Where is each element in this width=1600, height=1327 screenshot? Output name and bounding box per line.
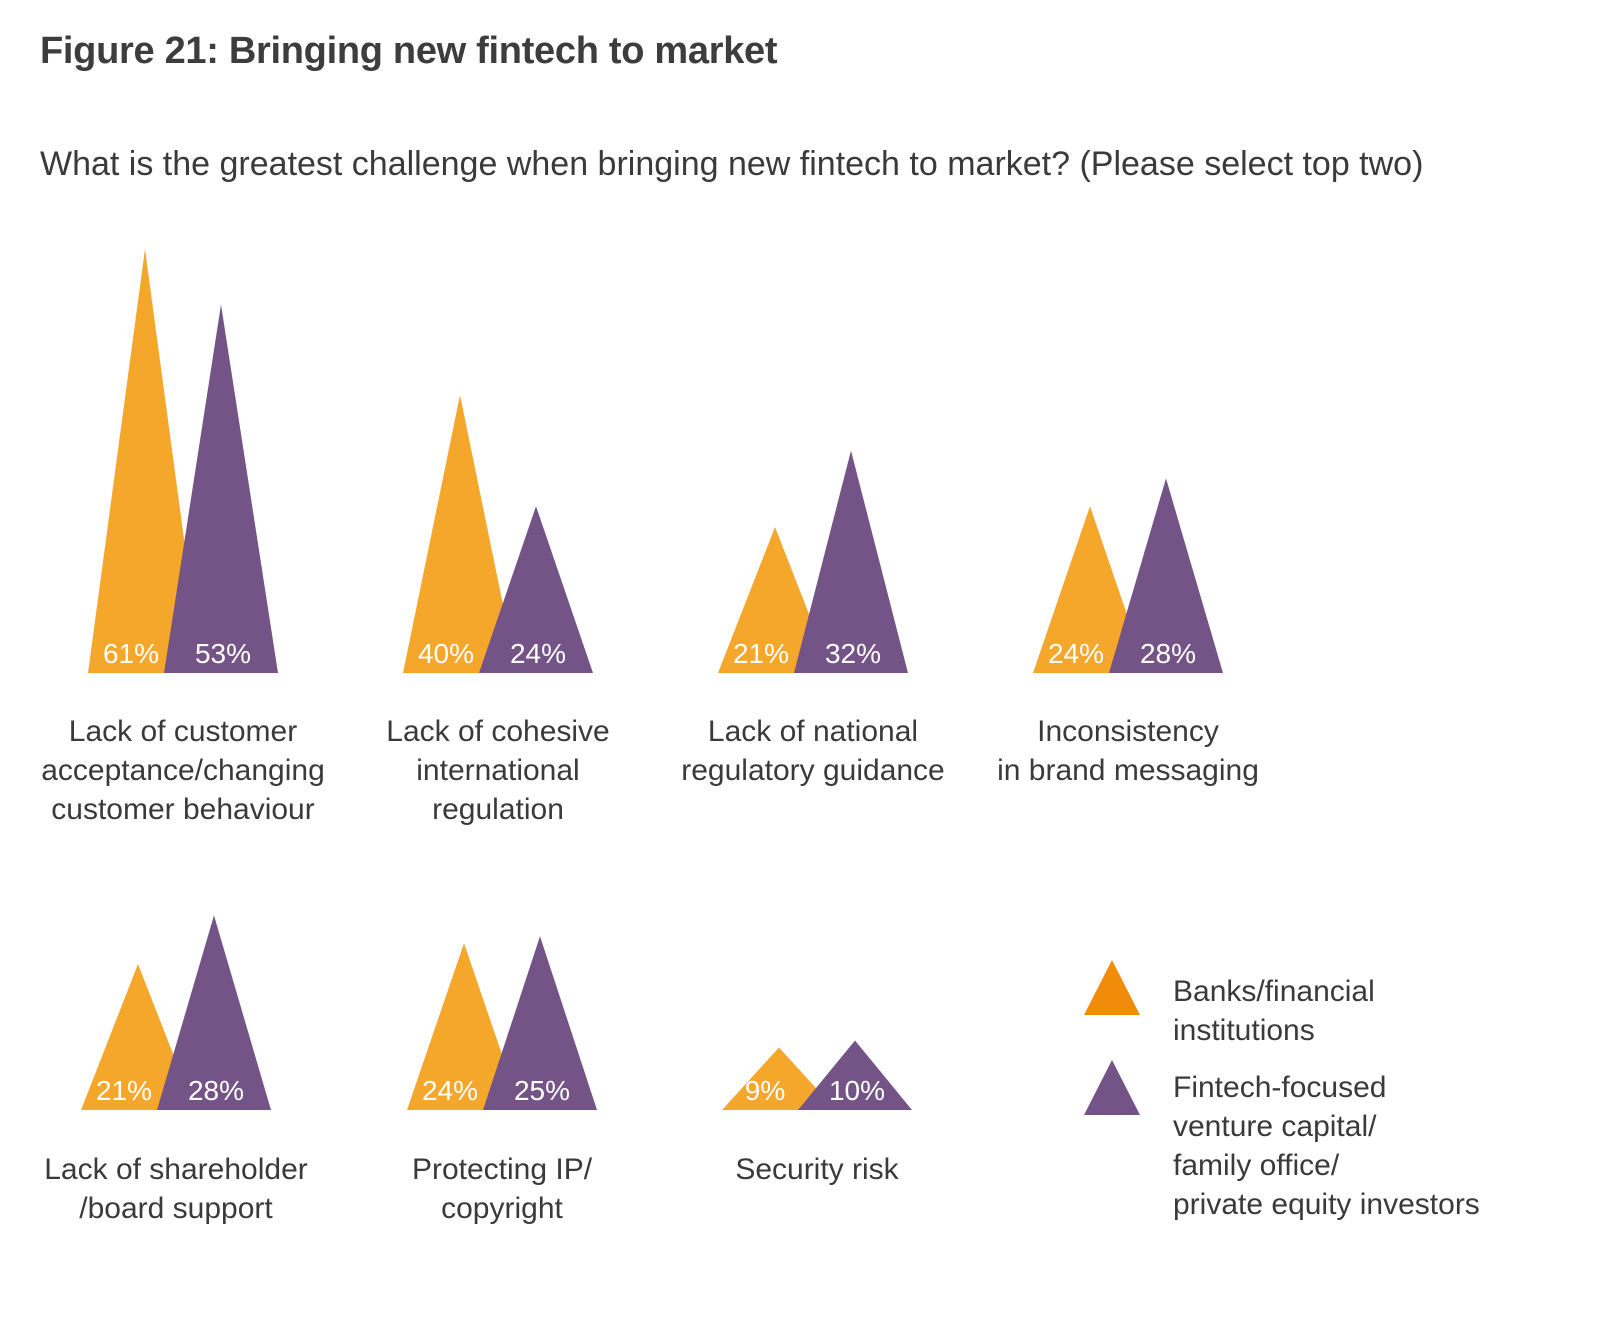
category-label: Inconsistency in brand messaging bbox=[997, 715, 1259, 787]
category-label: Security risk bbox=[735, 1153, 899, 1186]
value-label-banks: 9% bbox=[745, 1075, 785, 1106]
category-group: 9% 10% bbox=[722, 1040, 912, 1110]
value-label-banks: 61% bbox=[103, 638, 159, 669]
category-group: 21% 28% bbox=[81, 915, 271, 1110]
triangle-mark-fintech-investors bbox=[483, 936, 597, 1110]
legend-item-banks: Banks/financial institutions bbox=[1083, 958, 1583, 1118]
category-group: 24% 25% bbox=[407, 936, 597, 1110]
value-label-fintech-investors: 32% bbox=[825, 638, 881, 669]
value-label-fintech-investors: 28% bbox=[188, 1075, 244, 1106]
chart-title: Figure 21: Bringing new fintech to marke… bbox=[40, 30, 778, 72]
value-label-fintech-investors: 28% bbox=[1140, 638, 1196, 669]
category-label: Lack of customer acceptance/changing cus… bbox=[41, 715, 325, 826]
triangle-mark-fintech-investors bbox=[794, 450, 908, 673]
legend-item-fintech-investors: Fintech-focused venture capital/ family … bbox=[1083, 1058, 1583, 1221]
category-group: 24% 28% bbox=[1033, 478, 1223, 673]
legend-label-fintech-investors: Fintech-focused venture capital/ family … bbox=[1173, 1071, 1480, 1221]
value-label-banks: 24% bbox=[1048, 638, 1104, 669]
triangle-mark-banks bbox=[407, 943, 521, 1110]
triangle-mark-fintech-investors bbox=[164, 304, 278, 673]
category-group: 21% 32% bbox=[718, 450, 908, 673]
chart-subtitle-question: What is the greatest challenge when brin… bbox=[40, 145, 1424, 183]
value-label-fintech-investors: 53% bbox=[195, 638, 251, 669]
triangle-mark-banks bbox=[81, 964, 195, 1110]
triangle-mark-banks bbox=[403, 395, 517, 673]
category-label: Lack of cohesive international regulatio… bbox=[386, 715, 610, 826]
triangle-mark-banks bbox=[1033, 506, 1147, 673]
triangle-mark-banks bbox=[88, 249, 202, 674]
category-label: Lack of shareholder /board support bbox=[44, 1153, 308, 1225]
legend-swatch-triangle-icon bbox=[1084, 960, 1140, 1015]
triangle-mark-fintech-investors bbox=[798, 1040, 912, 1110]
value-label-fintech-investors: 25% bbox=[514, 1075, 570, 1106]
triangle-mark-fintech-investors bbox=[479, 506, 593, 673]
legend-label-banks: Banks/financial institutions bbox=[1173, 975, 1375, 1047]
legend-swatch-triangle-icon bbox=[1084, 1060, 1140, 1115]
value-label-fintech-investors: 10% bbox=[829, 1075, 885, 1106]
value-label-banks: 40% bbox=[418, 638, 474, 669]
value-label-fintech-investors: 24% bbox=[510, 638, 566, 669]
category-group: 61% 53% bbox=[88, 249, 278, 674]
category-group: 40% 24% bbox=[403, 395, 593, 673]
category-label: Protecting IP/ copyright bbox=[411, 1153, 593, 1225]
triangle-mark-banks bbox=[722, 1047, 836, 1110]
value-label-banks: 24% bbox=[422, 1075, 478, 1106]
category-label: Lack of national regulatory guidance bbox=[681, 715, 945, 787]
triangle-mark-fintech-investors bbox=[1109, 478, 1223, 673]
triangle-mark-fintech-investors bbox=[157, 915, 271, 1110]
value-label-banks: 21% bbox=[733, 638, 789, 669]
value-label-banks: 21% bbox=[96, 1075, 152, 1106]
